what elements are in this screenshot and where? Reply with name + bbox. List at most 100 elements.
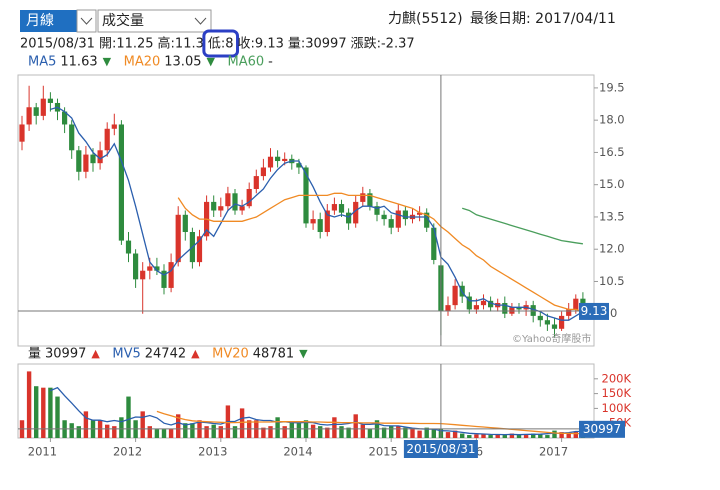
candle-body [480,300,487,306]
volume-bar [509,433,515,438]
volume-bar [339,426,344,438]
info-item: 收:9.13 [238,37,284,52]
volume-bar [410,429,415,438]
volume-tag-label: 30997 [583,422,621,436]
volume-bar [161,429,167,438]
price-tag [579,302,609,320]
volume-bar [112,426,117,438]
candle-body [353,201,359,224]
candle-body [47,98,53,103]
candle-body [566,309,572,316]
chevron [194,17,207,25]
period-select-arrow[interactable] [76,9,97,33]
ma-line [50,106,584,321]
candle-body [488,300,494,308]
legend-arrow: ▼ [103,55,112,68]
info-item: 低:8 [208,37,234,52]
candle-body [239,206,245,211]
candle-body [90,154,96,164]
date-tag-label: 2015/08/31 [406,442,475,456]
legend-value: 13.05 [164,55,201,70]
candle-body [76,150,82,172]
volume-bar [41,387,46,438]
volume-bar [275,417,280,438]
y-tick-label: 12.0 [599,242,625,256]
candle-body [388,219,394,228]
candle-body [147,266,153,271]
volume-tag [579,420,625,438]
volume-bar [559,432,564,438]
candle-body [452,285,458,306]
indicator: 成交量 [102,12,144,29]
volume-bar [417,430,422,438]
legend-value: - [268,55,273,70]
volume-bar [353,414,358,438]
candle-body [395,210,401,228]
legend-arrow: ▼ [206,55,215,68]
period: 月線 [26,13,54,29]
legend-name: MA60 [227,55,264,70]
candle-body [118,124,124,241]
legend-name: MA20 [124,55,161,70]
volume-bar [516,434,522,438]
volume-bar [140,411,145,438]
volume-bar [545,435,550,438]
volume-bar [538,434,543,438]
candle-body [175,214,181,263]
price-frame [17,74,595,347]
candle-body [125,240,132,254]
volume-bar [105,424,110,438]
volume-bar [360,424,365,438]
candle-body [431,227,437,260]
y-tick-label: 15.0 [599,177,625,191]
candle-body [97,150,103,164]
volume-bar [282,426,287,438]
volume-bar [48,387,53,438]
period-select[interactable] [20,10,77,32]
candle-body [537,315,543,321]
candle-body [154,266,160,271]
candle-body [267,156,274,168]
y-tick-label: 19.5 [599,80,625,94]
volume-bar [218,426,223,438]
legend-arrow: ▲ [191,347,200,360]
ma-line [462,207,583,245]
candle-body [26,107,32,125]
legend-name: MA5 [28,55,56,70]
candle-body [83,154,89,172]
legend-value: 30997 [45,347,86,362]
volume-bar [26,371,32,438]
y-tick-label: 100K [602,401,632,415]
volume-bar [452,430,458,438]
candle-body [331,204,337,211]
candle-body [211,201,217,211]
legend-name: 量 [28,347,41,362]
y-tick-label: 16.5 [599,145,625,159]
volume-bar [389,426,394,438]
volume-bar [289,421,294,438]
volume-bar [396,426,401,438]
y-tick-label: 150K [602,386,632,400]
candle-body [275,156,281,162]
volume-bar [495,434,500,438]
volume-bar [460,433,465,438]
ma-line [50,386,583,436]
candle-body [161,270,167,288]
candle-body [473,305,479,310]
legend-value: 24742 [145,347,186,362]
legend-arrow: ▼ [299,347,308,360]
x-tick-label: 2013 [198,445,227,459]
volume-bar [367,429,373,438]
volume-bar [531,433,536,438]
indicator-select[interactable] [97,9,212,33]
candle-body [168,262,174,288]
candle-body [544,320,550,325]
volume-bar [211,424,216,438]
candle-body [559,315,565,329]
volume-bar [176,414,181,438]
y-tick-label: 18.0 [599,113,625,127]
info-item: 開:11.25 [99,37,154,52]
candle-body [346,212,352,224]
